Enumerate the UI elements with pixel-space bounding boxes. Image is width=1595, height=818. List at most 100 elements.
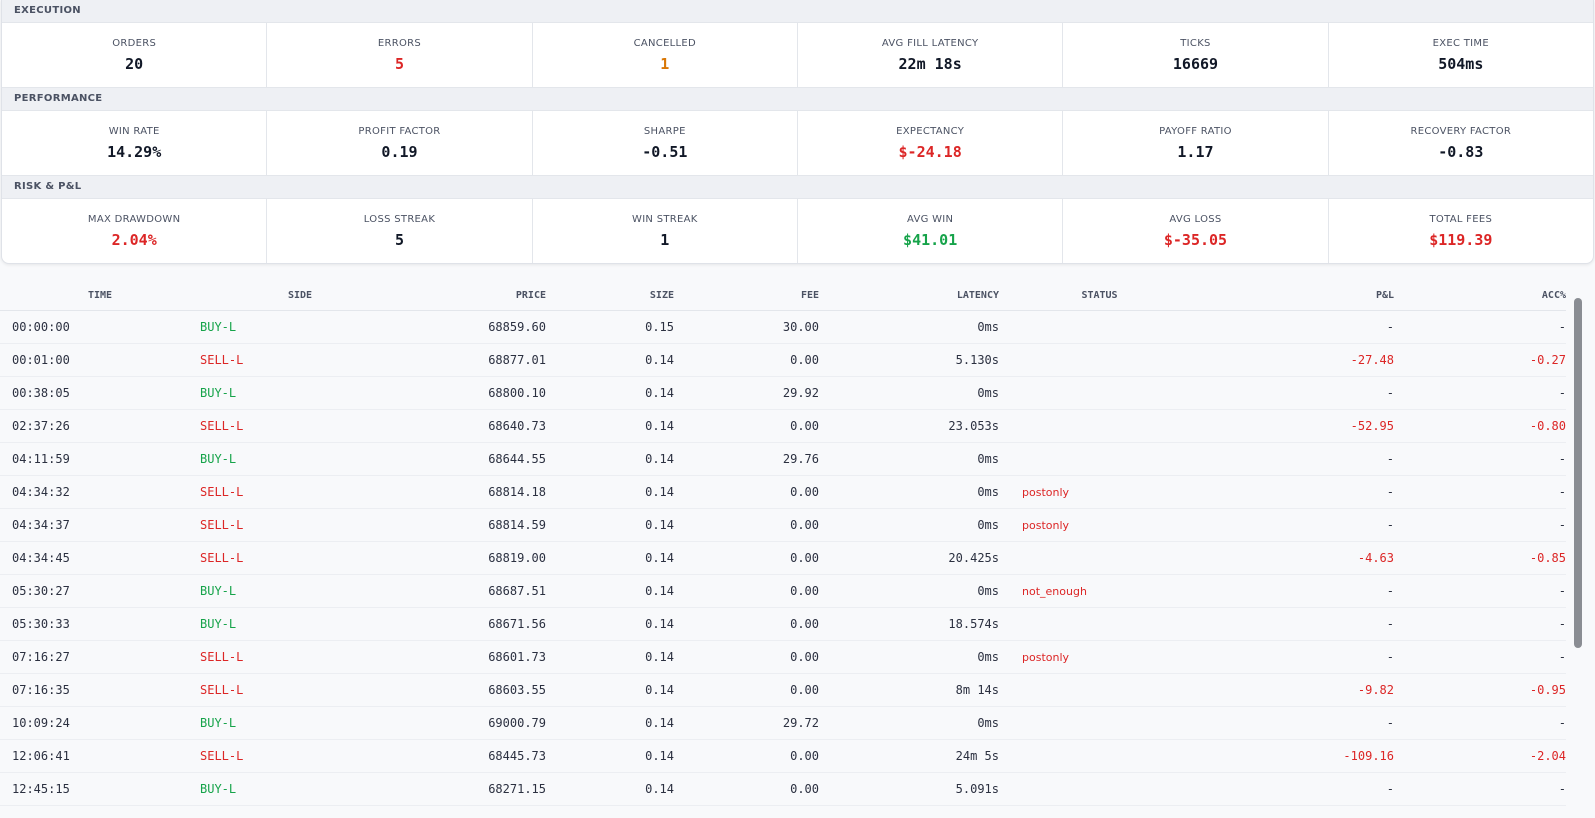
cell: SELL-L (200, 343, 400, 377)
cell: 0.14 (546, 343, 674, 377)
metric-value: 5 (394, 55, 404, 73)
cell (999, 607, 1200, 641)
trade-row: 04:11:59 BUY-L 68644.55 0.14 29.76 0ms - - (0, 442, 1566, 476)
cell: SELL-L (200, 409, 400, 443)
trade-row: 07:16:27 SELL-L 68601.73 0.14 0.00 0ms postonl… (0, 640, 1566, 674)
section-title: PERFORMANCE (2, 88, 1593, 111)
trade-row: 04:34:45 SELL-L 68819.00 0.14 0.00 20.425s -4.… (0, 541, 1566, 575)
scrollbar[interactable] (1573, 284, 1583, 784)
cell: - (1394, 475, 1566, 509)
cell: 0.15 (546, 310, 674, 344)
cell: BUY-L (200, 442, 400, 476)
cell: 68814.18 (400, 475, 546, 509)
metric: EXEC TIME 504ms (1329, 23, 1593, 87)
cell: -109.16 (1200, 739, 1394, 773)
metric: EXPECTANCY $-24.18 (798, 111, 1064, 175)
cell (999, 706, 1200, 740)
cell: postonly (999, 508, 1200, 542)
cell: - (1200, 607, 1394, 641)
cell: - (1394, 508, 1566, 542)
cell: SELL-L (200, 640, 400, 674)
trade-row: 10:09:24 BUY-L 69000.79 0.14 29.72 0ms - - (0, 706, 1566, 740)
metric-value: 1 (660, 55, 670, 73)
cell: - (1394, 706, 1566, 740)
trade-row: 12:06:41 SELL-L 68445.73 0.14 0.00 24m 5s -109… (0, 739, 1566, 773)
cell: 68819.00 (400, 541, 546, 575)
metric: MAX DRAWDOWN 2.04% (2, 199, 268, 263)
cell: 12:45:15 (0, 772, 200, 806)
metric-label: SHARPE (643, 126, 686, 137)
trades-table: TIME SIDE PRICE SIZE FEE LATENCY STATUS P&L ACC%… (0, 280, 1566, 806)
metric-label: WIN RATE (108, 126, 160, 137)
cell: 0.14 (546, 739, 674, 773)
cell: 0.14 (546, 772, 674, 806)
metric: WIN STREAK 1 (533, 199, 798, 263)
cell: 0.00 (674, 739, 819, 773)
cell: BUY-L (200, 706, 400, 740)
column-header: PRICE (400, 280, 546, 311)
trade-row: 02:37:26 SELL-L 68640.73 0.14 0.00 23.053s -52… (0, 409, 1566, 443)
trade-row: 05:30:27 BUY-L 68687.51 0.14 0.00 0ms not_enou… (0, 574, 1566, 608)
metric: RECOVERY FACTOR -0.83 (1329, 111, 1593, 175)
cell: 68644.55 (400, 442, 546, 476)
cell: SELL-L (200, 739, 400, 773)
cell: 0.14 (546, 706, 674, 740)
metric-row: WIN RATE 14.29% PROFIT FACTOR 0.19 SHARPE -0.… (2, 111, 1593, 176)
cell: 0.14 (546, 541, 674, 575)
column-header: FEE (674, 280, 819, 311)
cell: 00:00:00 (0, 310, 200, 344)
cell: -0.95 (1394, 673, 1566, 707)
cell: 0ms (819, 640, 999, 674)
cell: - (1200, 706, 1394, 740)
cell: 68601.73 (400, 640, 546, 674)
column-header: SIZE (546, 280, 674, 311)
cell: 68640.73 (400, 409, 546, 443)
metric: AVG LOSS $-35.05 (1063, 199, 1329, 263)
trade-row: 07:16:35 SELL-L 68603.55 0.14 0.00 8m 14s -9.8… (0, 673, 1566, 707)
cell (999, 343, 1200, 377)
cell (999, 310, 1200, 344)
trades-table-container: TIME SIDE PRICE SIZE FEE LATENCY STATUS P&L ACC%… (0, 280, 1595, 818)
metric-row: MAX DRAWDOWN 2.04% LOSS STREAK 5 WIN STREAK 1… (2, 199, 1593, 263)
metric-label: PAYOFF RATIO (1159, 126, 1232, 137)
metric-value: -0.51 (642, 143, 688, 161)
cell: 29.92 (674, 376, 819, 410)
cell: 68800.10 (400, 376, 546, 410)
cell: 04:11:59 (0, 442, 200, 476)
cell: - (1200, 310, 1394, 344)
metric: CANCELLED 1 (533, 23, 798, 87)
cell: - (1200, 376, 1394, 410)
metric-label: PROFIT FACTOR (358, 126, 441, 137)
metric: TICKS 16669 (1063, 23, 1329, 87)
metric: PROFIT FACTOR 0.19 (267, 111, 533, 175)
metric: WIN RATE 14.29% (2, 111, 268, 175)
cell: 05:30:33 (0, 607, 200, 641)
metric: ORDERS 20 (2, 23, 268, 87)
cell: BUY-L (200, 772, 400, 806)
metric: AVG WIN $41.01 (798, 199, 1064, 263)
cell: - (1394, 574, 1566, 608)
stats-card: EXECUTION ORDERS 20 ERRORS 5 CANCELLED 1 AVG FI… (1, 0, 1594, 264)
cell: 0ms (819, 376, 999, 410)
metric-value: $41.01 (903, 231, 958, 249)
cell: 68445.73 (400, 739, 546, 773)
trade-row: 04:34:32 SELL-L 68814.18 0.14 0.00 0ms postonl… (0, 475, 1566, 509)
cell: 0.00 (674, 673, 819, 707)
cell: -0.27 (1394, 343, 1566, 377)
column-header: TIME (0, 280, 200, 311)
cell: 68671.56 (400, 607, 546, 641)
cell: - (1200, 574, 1394, 608)
cell: 24m 5s (819, 739, 999, 773)
metric-value: -0.83 (1438, 143, 1484, 161)
metric-label: AVG FILL LATENCY (881, 38, 979, 49)
section-title: EXECUTION (2, 0, 1593, 23)
cell: BUY-L (200, 376, 400, 410)
cell: 12:06:41 (0, 739, 200, 773)
scroll-thumb[interactable] (1574, 298, 1582, 648)
cell: 0.00 (674, 772, 819, 806)
metric-value: $119.39 (1429, 231, 1493, 249)
cell: - (1394, 310, 1566, 344)
cell: - (1394, 376, 1566, 410)
column-header: STATUS (999, 280, 1200, 311)
